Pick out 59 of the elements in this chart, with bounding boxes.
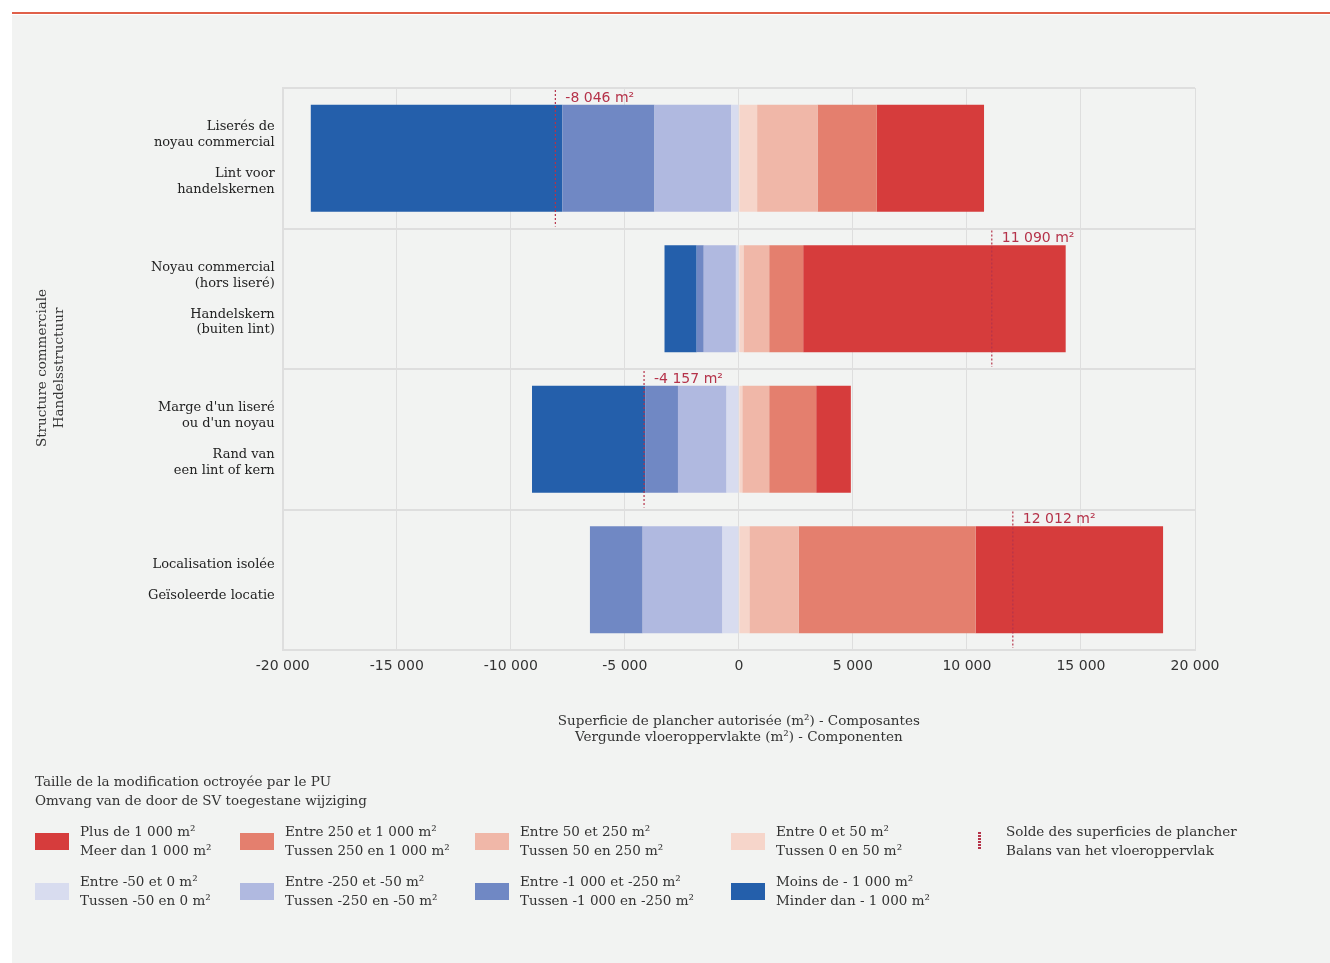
bar (739, 245, 744, 353)
text: Structure commerciale Handelsstructuur (33, 288, 67, 448)
legend-label: Plus de 1 000 m² Meer dan 1 000 m² (80, 822, 212, 860)
bar (722, 526, 739, 634)
bar (769, 245, 804, 353)
bar (975, 526, 1164, 634)
x-tick-label: -20 000 (255, 657, 310, 674)
legend-title: Taille de la modification octroyée par le PU Omvang van de door de SV toegestane wijziging (35, 772, 368, 810)
bar (769, 385, 817, 493)
bar (562, 104, 655, 212)
bar (642, 526, 723, 634)
legend-label: Entre 250 et 1 000 m² Tussen 250 en 1 000 m² (285, 822, 450, 860)
legend-label: Entre 0 et 50 m² Tussen 0 en 50 m² (776, 822, 903, 860)
bar (739, 104, 758, 212)
x-tick-label: 5 000 (832, 657, 873, 674)
bar (743, 245, 770, 353)
text: Solde des superficies de plancher Balans van het vloeroppervlak (1006, 822, 1237, 860)
ref-line-label: 12 012 m² (1022, 510, 1096, 527)
bar (739, 526, 750, 634)
bar (703, 245, 736, 353)
legend-label: Moins de - 1 000 m² Minder dan - 1 000 m² (776, 872, 930, 910)
category-label: Localisation isolée Geïsoleerde locatie (148, 555, 275, 602)
x-tick-label: -15 000 (369, 657, 424, 674)
bar (798, 526, 976, 634)
bar (817, 104, 877, 212)
bar (532, 385, 646, 493)
bar (757, 104, 818, 212)
bar (654, 104, 732, 212)
category-label: Marge d'un liseré ou d'un noyau Rand van een lint of kern (157, 399, 275, 477)
legend-label: Entre -1 000 et -250 m² Tussen -1 000 en -250 m² (520, 872, 694, 910)
bar (742, 385, 770, 493)
bar (645, 385, 678, 493)
bar (816, 385, 851, 493)
bar (876, 104, 985, 212)
x-tick-label: 15 000 (1056, 657, 1106, 674)
bar (749, 526, 799, 634)
x-tick-label: 20 000 (1170, 657, 1220, 674)
ref-line-label: -8 046 m² (565, 88, 635, 105)
bar (677, 385, 727, 493)
legend-label: Entre 50 et 250 m² Tussen 50 en 250 m² (520, 822, 664, 860)
legend-label: Entre -50 et 0 m² Tussen -50 en 0 m² (80, 872, 211, 910)
bar (739, 385, 743, 493)
bar (803, 245, 1066, 353)
x-tick-label: -5 000 (602, 657, 648, 674)
bar (310, 104, 563, 212)
legend-label: Entre -250 et -50 m² Tussen -250 en -50 m² (285, 872, 438, 910)
ref-line-label: -4 157 m² (654, 369, 723, 386)
x-tick-label: 0 (734, 657, 744, 674)
bar (696, 245, 704, 353)
x-tick-label: 10 000 (942, 657, 992, 674)
bar (664, 245, 697, 353)
x-tick-label: -10 000 (483, 657, 538, 674)
category-label: Liserés de noyau commercial Lint voor handelskernen (153, 118, 275, 196)
bar (726, 385, 739, 493)
bar (589, 526, 643, 634)
category-label: Noyau commercial (hors liseré) Handelskern (buiten lint) (150, 258, 275, 337)
ref-line-label: 11 090 m² (1001, 229, 1075, 246)
bar (731, 104, 739, 212)
x-axis-title: Superficie de plancher autorisée (m²) - Composantes Vergunde vloeroppervlakte (m²) - Componenten (557, 712, 920, 745)
